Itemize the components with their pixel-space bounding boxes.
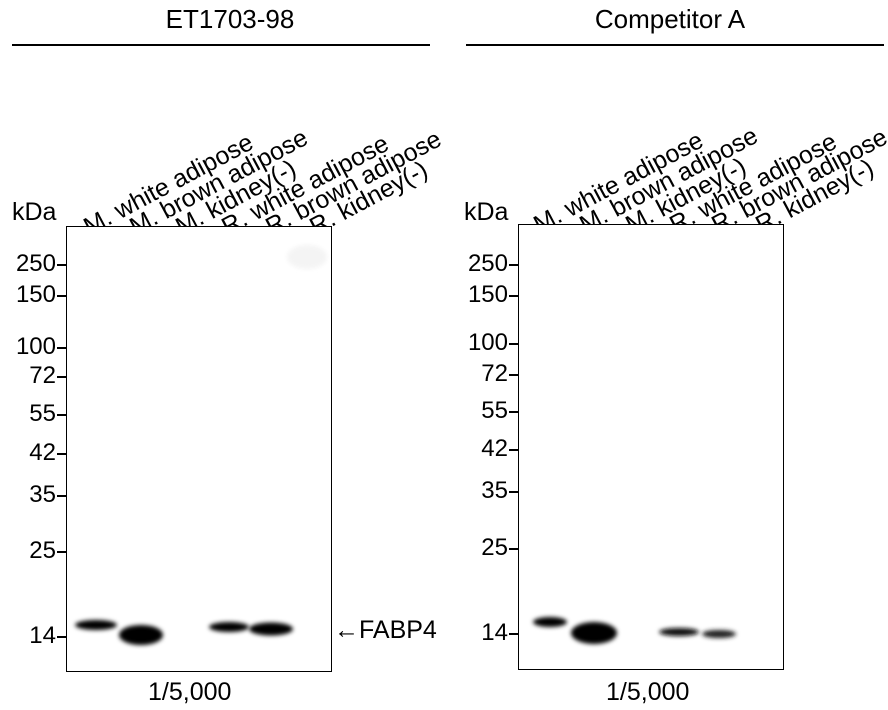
mw-tick: [57, 551, 66, 553]
mw-tick: [509, 295, 518, 297]
mw-tick: [57, 347, 66, 349]
mw-tick: [509, 449, 518, 451]
mw-value: 250: [15, 250, 56, 277]
arrow-icon: ←: [334, 616, 359, 644]
mw-marker: 14: [0, 623, 66, 649]
mw-marker: 100: [0, 334, 66, 360]
mw-value: 72: [481, 360, 508, 387]
mw-tick: [57, 453, 66, 455]
antibody-dilution: 1/5,000: [148, 678, 232, 706]
mw-tick: [509, 343, 518, 345]
panel-title: Competitor A: [594, 4, 746, 34]
mw-tick: [57, 495, 66, 497]
mw-tick: [57, 376, 66, 378]
mw-marker: 55: [0, 401, 66, 427]
mw-marker: 150: [450, 282, 518, 308]
mw-tick: [509, 411, 518, 413]
background-smudge: [287, 245, 327, 269]
panel-left: ET1703-98 M. white adipose M. brown adip…: [0, 4, 446, 706]
band: [209, 622, 249, 632]
mw-tick: [509, 633, 518, 635]
mw-value: 150: [15, 281, 56, 308]
mw-marker: 250: [0, 251, 66, 277]
mw-marker: 150: [0, 282, 66, 308]
mw-tick: [57, 295, 66, 297]
mw-tick: [509, 491, 518, 493]
mw-marker: 100: [450, 330, 518, 356]
kda-label: kDa: [12, 198, 57, 226]
band: [571, 622, 617, 644]
mw-tick: [509, 548, 518, 550]
mw-value: 100: [15, 333, 56, 360]
mw-value: 42: [29, 439, 56, 466]
mw-marker: 55: [450, 398, 518, 424]
title-divider: [466, 44, 884, 46]
blot-bands: [75, 245, 327, 645]
mw-value: 100: [467, 329, 508, 356]
mw-value: 25: [481, 534, 508, 561]
mw-marker: 25: [0, 538, 66, 564]
mw-tick: [57, 636, 66, 638]
band: [119, 625, 163, 645]
mw-value: 150: [467, 281, 508, 308]
fabp4-band-label: ←FABP4: [334, 616, 437, 645]
mw-marker: 25: [450, 535, 518, 561]
mw-marker: 250: [450, 251, 518, 277]
mw-marker: 42: [0, 440, 66, 466]
mw-value: 250: [467, 250, 508, 277]
mw-marker: 72: [0, 363, 66, 389]
mw-value: 35: [29, 481, 56, 508]
band: [75, 620, 117, 630]
band-name: FABP4: [359, 616, 437, 644]
band: [533, 617, 567, 627]
mw-tick: [57, 414, 66, 416]
band: [702, 630, 736, 638]
kda-label: kDa: [464, 198, 509, 226]
panel-title: ET1703-98: [165, 4, 295, 34]
mw-value: 55: [481, 397, 508, 424]
mw-value: 55: [29, 400, 56, 427]
title-divider: [12, 44, 430, 46]
band: [249, 622, 293, 636]
band: [659, 628, 699, 636]
mw-tick: [509, 264, 518, 266]
mw-value: 14: [481, 619, 508, 646]
mw-marker: 35: [450, 478, 518, 504]
mw-value: 14: [29, 622, 56, 649]
antibody-dilution: 1/5,000: [606, 678, 690, 706]
mw-value: 42: [481, 435, 508, 462]
mw-marker: 14: [450, 620, 518, 646]
mw-marker: 35: [0, 482, 66, 508]
mw-tick: [509, 374, 518, 376]
mw-tick: [57, 264, 66, 266]
mw-marker: 42: [450, 436, 518, 462]
panel-right: Competitor A M. white adipose M. brown a…: [450, 0, 888, 710]
mw-value: 25: [29, 537, 56, 564]
western-blot-membrane: [66, 226, 332, 672]
western-blot-membrane: [518, 224, 784, 670]
mw-marker: 72: [450, 361, 518, 387]
blot-bands: [533, 617, 736, 644]
mw-value: 35: [481, 477, 508, 504]
mw-value: 72: [29, 362, 56, 389]
